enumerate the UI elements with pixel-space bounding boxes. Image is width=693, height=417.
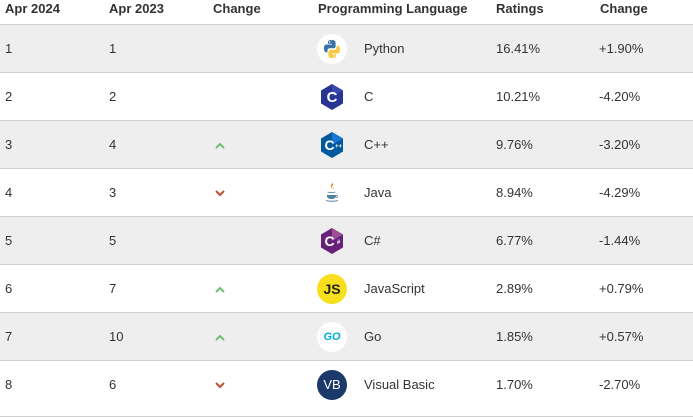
rating-value: 16.41% xyxy=(496,41,541,56)
trend-empty xyxy=(213,25,227,72)
rank-2023: 6 xyxy=(109,377,117,392)
svg-text:C: C xyxy=(327,89,338,106)
header-apr-2024[interactable]: Apr 2024 xyxy=(5,1,60,16)
language-name[interactable]: C# xyxy=(364,233,381,248)
language-name[interactable]: JavaScript xyxy=(364,281,425,296)
change-value: -3.20% xyxy=(599,137,641,152)
rank-2024: 7 xyxy=(5,329,13,344)
change-value: -2.70% xyxy=(599,377,641,392)
rank-2023: 10 xyxy=(109,329,124,344)
table-row: 1 1 Python 16.41% +1.90% xyxy=(0,24,693,72)
java-icon xyxy=(317,178,347,208)
table-row: 3 4 C ++ C++ 9.76% -3.20% xyxy=(0,120,693,168)
change-value: +0.57% xyxy=(599,329,644,344)
trend-empty xyxy=(213,217,227,264)
rank-2023: 1 xyxy=(109,41,117,56)
javascript-icon: JS xyxy=(317,274,347,304)
change-value: +1.90% xyxy=(599,41,644,56)
javascript-logo-badge: JS xyxy=(317,274,347,304)
change-value: -4.20% xyxy=(599,89,641,104)
language-name[interactable]: Python xyxy=(364,41,405,56)
c-icon: C xyxy=(317,82,347,112)
table-row: 4 3 Java 8.94% -4.29% xyxy=(0,168,693,216)
rating-value: 1.70% xyxy=(496,377,533,392)
header-programming-language[interactable]: Programming Language xyxy=(318,1,468,16)
arrow-down-icon xyxy=(213,361,227,408)
go-icon: GO xyxy=(317,322,347,352)
language-name[interactable]: Go xyxy=(364,329,382,344)
go-logo-badge: GO xyxy=(317,322,347,352)
rank-2023: 2 xyxy=(109,89,117,104)
svg-text:++: ++ xyxy=(335,144,343,150)
rank-2023: 5 xyxy=(109,233,117,248)
table-header: Apr 2024 Apr 2023 Change Programming Lan… xyxy=(0,0,693,17)
rank-2024: 6 xyxy=(5,281,13,296)
change-value: -1.44% xyxy=(599,233,641,248)
language-name[interactable]: Visual Basic xyxy=(364,377,435,392)
visual-basic-icon: VB xyxy=(317,370,347,400)
arrow-up-icon xyxy=(213,121,227,168)
python-icon xyxy=(317,34,347,64)
trend-empty xyxy=(213,73,227,120)
header-ratings[interactable]: Ratings xyxy=(496,1,544,16)
rating-value: 8.94% xyxy=(496,185,533,200)
rating-value: 10.21% xyxy=(496,89,541,104)
language-name[interactable]: C xyxy=(364,89,374,104)
language-name[interactable]: Java xyxy=(364,185,392,200)
rating-value: 1.85% xyxy=(496,329,533,344)
language-name[interactable]: C++ xyxy=(364,137,389,152)
rank-2024: 3 xyxy=(5,137,13,152)
svg-text:#: # xyxy=(337,240,341,246)
arrow-up-icon xyxy=(213,313,227,360)
rating-value: 2.89% xyxy=(496,281,533,296)
table-row: 8 6 VB Visual Basic 1.70% -2.70% xyxy=(0,360,693,408)
rank-2024: 8 xyxy=(5,377,13,392)
table-row: 2 2 C C 10.21% -4.20% xyxy=(0,72,693,120)
svg-text:C: C xyxy=(324,233,334,249)
table-row: 5 5 C # C# 6.77% -1.44% xyxy=(0,216,693,264)
header-change-percent[interactable]: Change xyxy=(600,1,648,16)
arrow-up-icon xyxy=(213,265,227,312)
visual-basic-logo-badge: VB xyxy=(317,370,347,400)
header-change[interactable]: Change xyxy=(213,1,261,16)
rank-2024: 4 xyxy=(5,185,13,200)
table-row: 7 10 GO Go 1.85% +0.57% xyxy=(0,312,693,360)
header-apr-2023[interactable]: Apr 2023 xyxy=(109,1,164,16)
rating-value: 9.76% xyxy=(496,137,533,152)
table-row: 6 7 JS JavaScript 2.89% +0.79% xyxy=(0,264,693,312)
rank-2023: 4 xyxy=(109,137,117,152)
rating-value: 6.77% xyxy=(496,233,533,248)
rank-2023: 7 xyxy=(109,281,117,296)
arrow-down-icon xyxy=(213,169,227,216)
rank-2023: 3 xyxy=(109,185,117,200)
csharp-icon: C # xyxy=(317,226,347,256)
cpp-icon: C ++ xyxy=(317,130,347,160)
change-value: -4.29% xyxy=(599,185,641,200)
rank-2024: 5 xyxy=(5,233,13,248)
change-value: +0.79% xyxy=(599,281,644,296)
svg-text:C: C xyxy=(324,137,334,153)
rank-2024: 1 xyxy=(5,41,13,56)
rank-2024: 2 xyxy=(5,89,13,104)
